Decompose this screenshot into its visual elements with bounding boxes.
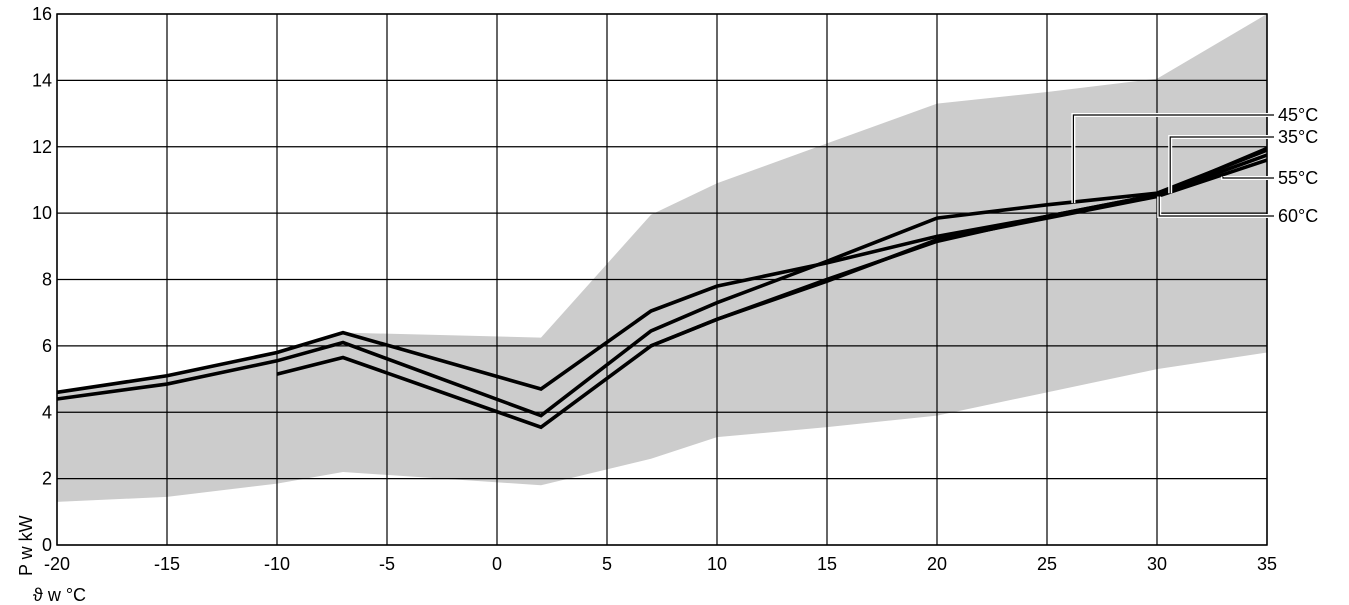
range-band-layer xyxy=(57,14,1267,502)
x-tick-label: 10 xyxy=(707,554,727,574)
y-tick-label: 6 xyxy=(42,336,52,356)
y-tick-label: 16 xyxy=(32,4,52,24)
y-axis-label: P w kW xyxy=(16,515,36,576)
legend-label-60c: 60°C xyxy=(1278,206,1318,226)
legend-leader-line xyxy=(1222,176,1274,179)
series-line-45c xyxy=(56,148,1268,418)
legend-label-55c: 55°C xyxy=(1278,168,1318,188)
y-tick-label: 12 xyxy=(32,137,52,157)
x-tick-label: 30 xyxy=(1147,554,1167,574)
x-tick-label: 0 xyxy=(492,554,502,574)
legend-leader-line xyxy=(1158,196,1274,217)
x-tick-label: 25 xyxy=(1037,554,1057,574)
x-tick-label: -10 xyxy=(264,554,290,574)
y-tick-label: 0 xyxy=(42,535,52,555)
y-tick-label: 4 xyxy=(42,402,52,422)
legend-leader-line xyxy=(1072,114,1274,204)
x-tick-label: -5 xyxy=(379,554,395,574)
y-tick-label: 2 xyxy=(42,469,52,489)
x-tick-label: 20 xyxy=(927,554,947,574)
x-axis-label: ϑ w °C xyxy=(33,585,86,605)
y-tick-label: 8 xyxy=(42,270,52,290)
y-tick-label: 10 xyxy=(32,203,52,223)
legend-layer: 45°C35°C 55°C 60°C xyxy=(1071,105,1318,226)
tick-label-layer: 0 2 4 6 8 10 12 14 16 -20 -15 -10 -5 0 5 10 15 20 25 30 35 xyxy=(32,4,1277,574)
x-tick-label: -15 xyxy=(154,554,180,574)
series-line-60c xyxy=(650,153,1268,348)
grid-layer xyxy=(56,13,1268,546)
legend-label-35c: 35°C xyxy=(1278,127,1318,147)
operating-range-band xyxy=(57,14,1267,502)
plot-frame xyxy=(56,13,1268,546)
x-tick-label: 15 xyxy=(817,554,837,574)
series-layer xyxy=(56,146,1268,430)
x-tick-label: -20 xyxy=(44,554,70,574)
x-tick-label: 35 xyxy=(1257,554,1277,574)
legend-leader-line xyxy=(1169,136,1274,194)
y-tick-label: 14 xyxy=(32,70,52,90)
x-tick-label: 5 xyxy=(602,554,612,574)
legend-label-45c: 45°C xyxy=(1278,105,1318,125)
